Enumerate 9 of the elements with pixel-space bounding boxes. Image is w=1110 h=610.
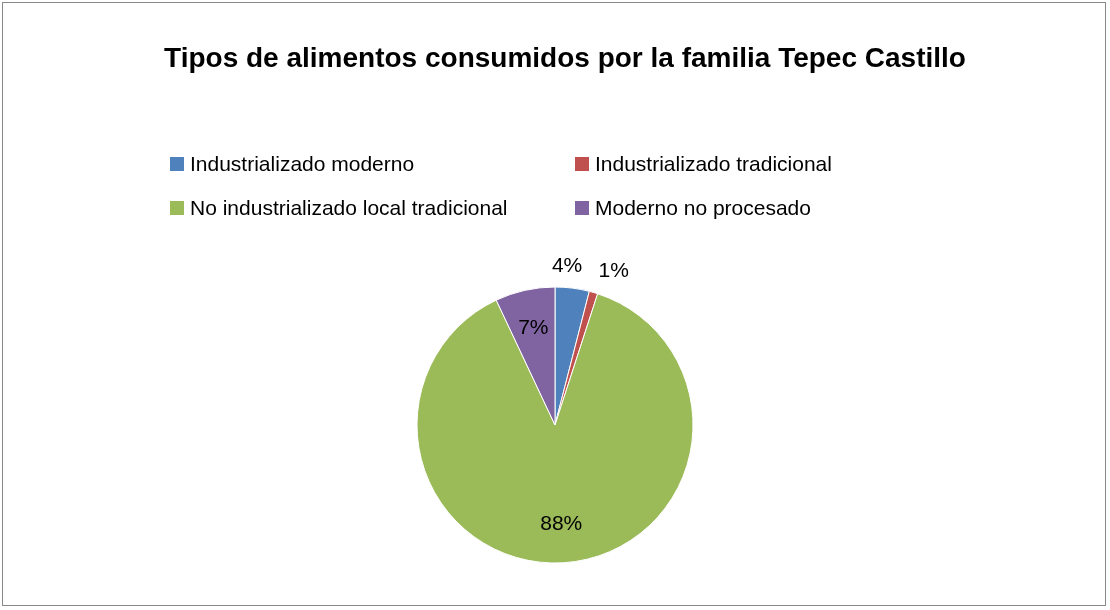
data-label: 7% — [518, 314, 549, 338]
legend-label: Industrializado moderno — [190, 152, 415, 176]
chart-title: Tipos de alimentos consumidos por la familia Tepec Castillo — [163, 41, 967, 75]
data-label: 88% — [540, 510, 583, 534]
legend-label: Industrializado tradicional — [595, 152, 832, 176]
legend-label: No industrializado local tradicional — [190, 196, 508, 220]
data-label: 4% — [551, 253, 583, 277]
data-label: 1% — [598, 258, 629, 282]
legend-label: Moderno no procesado — [595, 196, 811, 220]
